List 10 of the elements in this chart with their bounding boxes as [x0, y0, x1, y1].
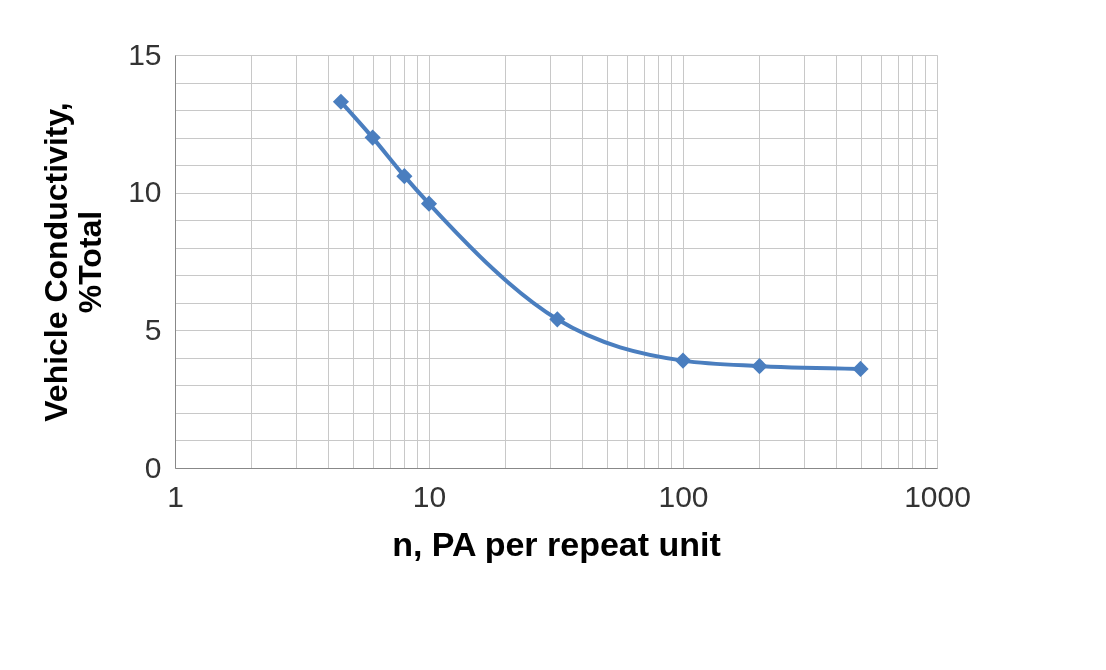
- y-tick-label: 15: [128, 37, 162, 71]
- x-axis-title: n, PA per repeat unit: [392, 524, 721, 563]
- y-tick-label: 5: [144, 312, 162, 346]
- x-tick-label: 10: [412, 479, 447, 513]
- x-tick-label: 1: [167, 479, 184, 513]
- x-tick-label: 1000: [904, 479, 971, 513]
- y-tick-label: 10: [128, 175, 162, 209]
- y-tick-label: 0: [144, 450, 162, 484]
- x-tick-label: 100: [658, 479, 709, 513]
- y-axis-title: Vehicle Conductivity, %Total: [38, 102, 109, 422]
